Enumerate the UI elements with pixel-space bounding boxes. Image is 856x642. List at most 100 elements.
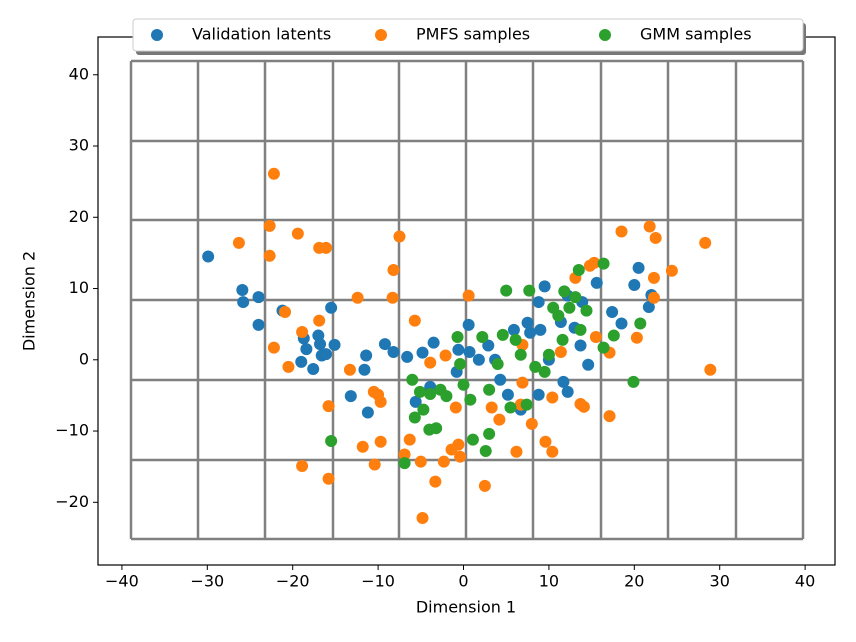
point <box>520 398 533 411</box>
point <box>538 365 551 378</box>
point <box>476 330 489 343</box>
point <box>699 236 712 249</box>
point <box>314 338 327 351</box>
point <box>416 346 429 359</box>
point <box>563 301 576 314</box>
point <box>403 433 416 446</box>
point <box>557 375 570 388</box>
point <box>478 479 491 492</box>
point <box>647 291 660 304</box>
point <box>627 375 640 388</box>
point <box>463 345 476 358</box>
point <box>482 339 495 352</box>
point <box>386 291 399 304</box>
point <box>597 341 610 354</box>
point <box>523 284 536 297</box>
point <box>454 358 467 371</box>
point <box>525 417 538 430</box>
point <box>643 220 656 233</box>
point <box>538 280 551 293</box>
point <box>491 358 504 371</box>
point <box>529 360 542 373</box>
point <box>539 435 552 448</box>
point <box>572 264 585 277</box>
y-axis-label: Dimension 2 <box>20 251 39 351</box>
point <box>464 393 477 406</box>
point <box>437 455 450 468</box>
point <box>236 283 249 296</box>
legend-box <box>132 18 804 52</box>
x-tick-label: 20 <box>624 572 644 591</box>
point <box>295 355 308 368</box>
point <box>427 336 440 349</box>
point <box>630 331 643 344</box>
point <box>374 435 387 448</box>
point <box>358 363 371 376</box>
point <box>457 378 470 391</box>
point <box>368 458 381 471</box>
grid-overlay <box>129 59 805 541</box>
point <box>546 391 559 404</box>
point <box>574 323 587 336</box>
point <box>647 271 660 284</box>
y-tick-label: 20 <box>69 207 89 226</box>
point <box>574 339 587 352</box>
point <box>532 388 545 401</box>
point <box>451 330 464 343</box>
point <box>552 309 565 322</box>
point <box>416 511 429 524</box>
legend-label: PMFS samples <box>416 25 530 44</box>
point <box>589 330 602 343</box>
point <box>510 445 523 458</box>
point <box>343 363 356 376</box>
legend-label: GMM samples <box>640 25 752 44</box>
point <box>500 284 513 297</box>
x-tick-label: 0 <box>458 572 468 591</box>
point <box>360 349 373 362</box>
x-tick-label: −30 <box>190 572 224 591</box>
x-tick-label: 40 <box>795 572 815 591</box>
point <box>507 323 520 336</box>
point <box>237 296 250 309</box>
y-tick-label: −20 <box>55 492 89 511</box>
point <box>494 373 507 386</box>
point <box>424 387 437 400</box>
point <box>252 291 265 304</box>
legend-label: Validation latents <box>192 25 331 44</box>
x-tick-label: −40 <box>105 572 139 591</box>
point <box>409 395 422 408</box>
point <box>387 345 400 358</box>
point <box>704 363 717 376</box>
point <box>408 314 421 327</box>
point <box>532 296 545 309</box>
point <box>449 401 462 414</box>
point <box>398 457 411 470</box>
point <box>462 318 475 331</box>
point <box>378 338 391 351</box>
x-tick-label: −10 <box>361 572 395 591</box>
point <box>406 373 419 386</box>
point <box>202 250 215 263</box>
point <box>307 363 320 376</box>
point <box>534 323 547 336</box>
point <box>516 376 529 389</box>
legend-marker <box>151 29 163 41</box>
y-tick-label: 10 <box>69 278 89 297</box>
point <box>296 325 309 338</box>
point <box>483 427 496 440</box>
legend-marker <box>375 29 387 41</box>
point <box>263 219 276 232</box>
y-tick-label: 0 <box>79 349 89 368</box>
point <box>554 345 567 358</box>
point <box>414 455 427 468</box>
point <box>344 390 357 403</box>
point <box>291 227 304 240</box>
point <box>472 353 485 366</box>
point <box>439 349 452 362</box>
point <box>417 403 430 416</box>
point <box>452 438 465 451</box>
point <box>649 231 662 244</box>
point <box>590 276 603 289</box>
